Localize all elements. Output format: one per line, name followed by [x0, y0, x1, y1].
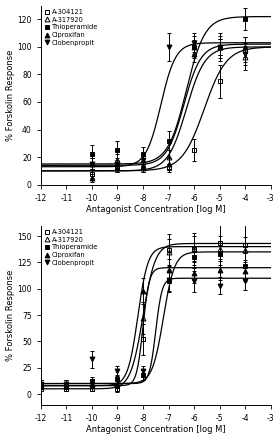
- Legend: A-304121, A-317920, Thioperamide, Ciproxifan, Clobenpropit: A-304121, A-317920, Thioperamide, Ciprox…: [43, 7, 99, 47]
- Y-axis label: % Forskolin Response: % Forskolin Response: [6, 269, 15, 361]
- X-axis label: Antagonist Concentration [log M]: Antagonist Concentration [log M]: [86, 205, 226, 214]
- Y-axis label: % Forskolin Response: % Forskolin Response: [6, 49, 15, 141]
- Legend: A-304121, A-317920, Thioperamide, Ciproxifan, Clobenpropit: A-304121, A-317920, Thioperamide, Ciprox…: [43, 227, 99, 267]
- X-axis label: Antagonist Concentration [log M]: Antagonist Concentration [log M]: [86, 425, 226, 434]
